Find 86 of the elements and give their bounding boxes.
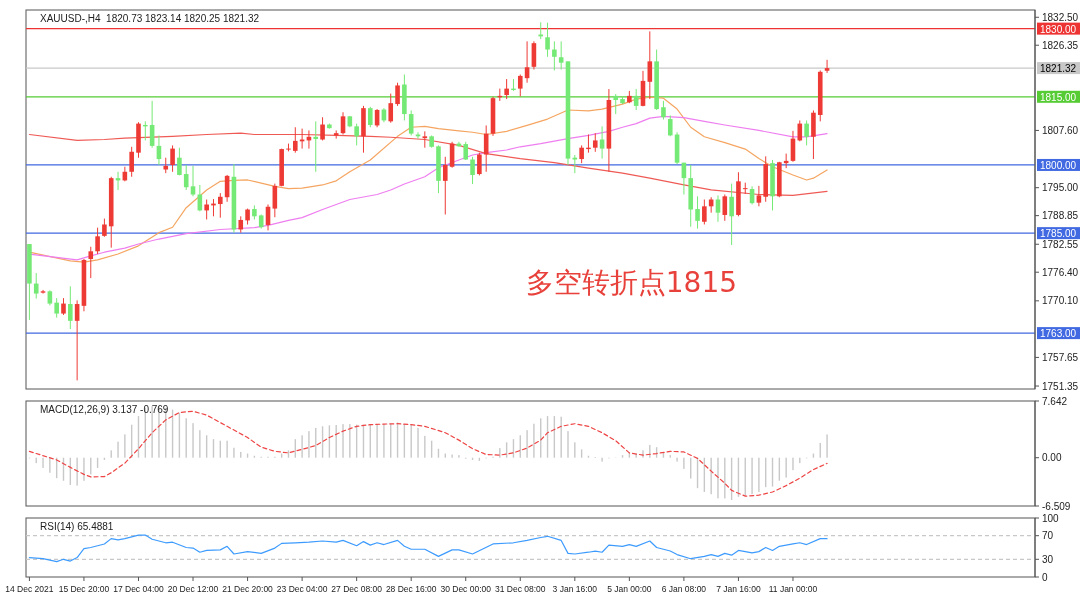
x-tick-label: 20 Dec 12:00 [167, 584, 219, 594]
candlestick [695, 195, 700, 230]
candlestick [442, 156, 448, 215]
x-tick-label: 17 Dec 04:00 [113, 584, 165, 594]
candlestick [40, 289, 46, 295]
candlestick [552, 40, 557, 71]
y-tick-label: 1832.50 [1042, 11, 1079, 23]
candlestick [592, 132, 598, 153]
x-tick-label: 31 Dec 08:00 [494, 584, 546, 594]
y-tick-label: 1795.00 [1042, 182, 1079, 194]
candlestick [804, 119, 809, 146]
candlestick [313, 120, 319, 173]
y-tick-label: 70 [1042, 530, 1054, 542]
candlestick [517, 74, 523, 97]
candlestick [545, 22, 550, 58]
y-tick-label: 1751.35 [1042, 380, 1079, 392]
y-tick-label: 1757.65 [1042, 351, 1079, 363]
candlestick [422, 130, 428, 149]
y-tick-label: 30 [1042, 553, 1054, 565]
candlestick [742, 182, 748, 195]
candlestick [463, 141, 469, 161]
y-tick-label: 1776.40 [1042, 266, 1079, 278]
ref-line-label: 1815.00 [1040, 91, 1077, 103]
ref-line-label: 1830.00 [1040, 23, 1077, 35]
candlestick [667, 114, 673, 137]
y-tick-label: 1788.85 [1042, 210, 1079, 222]
candlestick [558, 40, 564, 71]
x-tick-label: 21 Dec 20:00 [222, 584, 274, 594]
ref-line-label: 1821.32 [1040, 63, 1077, 75]
candlestick [613, 93, 619, 115]
ref-line-label: 1785.00 [1040, 228, 1077, 240]
x-tick-label: 14 Dec 2021 [5, 584, 54, 594]
candlestick [183, 164, 189, 191]
x-tick-label: 7 Jan 16:00 [716, 584, 761, 594]
x-tick-label: 30 Dec 00:00 [440, 584, 492, 594]
candlestick [367, 106, 373, 128]
candlestick [177, 147, 182, 176]
candlestick [824, 59, 830, 74]
chart-title: XAUUSD-,H4 1820.73 1823.14 1820.25 1821.32 [40, 13, 260, 24]
candlestick [68, 285, 73, 330]
x-tick-label: 3 Jan 16:00 [552, 584, 598, 594]
y-tick-label: 1826.35 [1042, 39, 1079, 51]
candlestick [95, 227, 100, 255]
candlestick [204, 199, 209, 220]
candlestick [395, 82, 400, 107]
ref-line-label: 1763.00 [1040, 328, 1077, 340]
candlestick [797, 119, 803, 142]
line-series [28, 534, 828, 563]
candlestick [572, 154, 578, 174]
candlestick [88, 246, 94, 279]
candlestick [190, 165, 196, 197]
y-tick-label: 1807.60 [1042, 124, 1079, 136]
y-tick-label: 1782.55 [1042, 238, 1079, 250]
candlestick [129, 146, 134, 178]
candlestick [477, 152, 482, 176]
candlestick [729, 183, 734, 246]
candlestick [702, 199, 707, 225]
y-tick-label: 7.642 [1042, 395, 1068, 407]
candlestick [54, 297, 59, 319]
x-tick-label: 27 Dec 08:00 [331, 584, 383, 594]
y-tick-label: 1770.10 [1042, 295, 1079, 307]
candlestick [388, 93, 394, 124]
x-tick-label: 15 Dec 20:00 [58, 584, 110, 594]
annotation: 多空转折点1815 [525, 266, 738, 300]
candlestick [756, 185, 762, 207]
y-tick-label: 0.00 [1042, 452, 1062, 464]
candlestick [354, 123, 359, 146]
candlestick [218, 192, 223, 219]
y-tick-label: -6.509 [1042, 500, 1071, 512]
chart-title: RSI(14) 65.4881 [40, 521, 114, 532]
candlestick [33, 272, 39, 300]
candlestick [170, 144, 175, 173]
candlestick [504, 78, 509, 100]
x-tick-label: 6 Jan 08:00 [661, 584, 707, 594]
y-tick-label: 0 [1042, 571, 1048, 583]
x-tick-label: 5 Jan 00:00 [607, 584, 652, 594]
ref-line-label: 1800.00 [1040, 159, 1077, 171]
candlestick [292, 126, 298, 154]
candlestick [470, 156, 475, 185]
x-tick-label: 23 Dec 04:00 [276, 584, 328, 594]
candlestick [102, 218, 107, 238]
candlestick [661, 100, 666, 121]
x-tick-label: 11 Jan 00:00 [768, 584, 818, 594]
chart-title: MACD(12,26,9) 3.137 -0.769 [40, 404, 169, 415]
y-tick-label: 100 [1042, 512, 1060, 524]
x-tick-label: 28 Dec 16:00 [385, 584, 437, 594]
